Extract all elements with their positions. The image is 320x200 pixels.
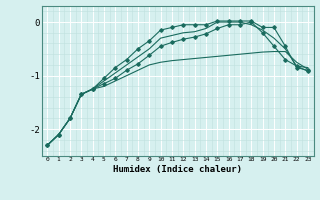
X-axis label: Humidex (Indice chaleur): Humidex (Indice chaleur) — [113, 165, 242, 174]
